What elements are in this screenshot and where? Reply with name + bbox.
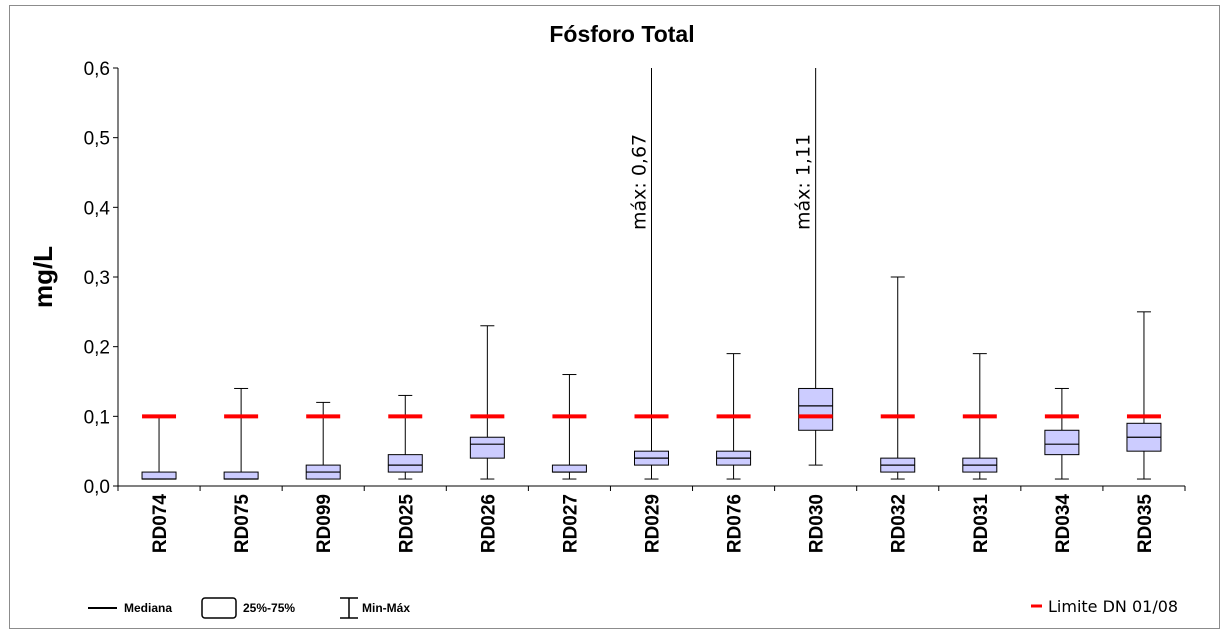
chart-frame: [9, 5, 1220, 629]
box-RD099: [305, 401, 341, 480]
box-RD031: [962, 353, 998, 480]
iqr-box: [141, 471, 177, 480]
box-RD027: [551, 374, 587, 480]
box-RD029: [634, 68, 669, 480]
y-tick-label: 0,6: [84, 59, 110, 80]
x-category-label: RD099: [314, 494, 335, 553]
iqr-box: [1044, 429, 1080, 456]
x-category-label: RD032: [889, 494, 910, 553]
legend-whisker-swatch: [340, 597, 358, 619]
box-RD025: [387, 394, 423, 480]
box-RD026: [469, 325, 505, 480]
box-RD035: [1126, 311, 1162, 480]
legend-box-label: 25%-75%: [243, 601, 295, 615]
x-category-label: RD029: [643, 494, 664, 553]
legend-whisker-label: Min-Máx: [362, 601, 410, 615]
box-RD030: [798, 68, 834, 466]
x-category-label: RD034: [1053, 494, 1074, 554]
box-RD074: [141, 414, 177, 480]
box-RD032: [880, 276, 916, 480]
x-category-label: RD026: [478, 494, 499, 553]
y-tick-label: 0,1: [84, 407, 110, 428]
iqr-box: [551, 464, 587, 473]
x-category-label: RD027: [560, 494, 581, 553]
iqr-box: [469, 436, 505, 459]
legend-median-label: Mediana: [124, 601, 172, 615]
y-axis-label: mg/L: [28, 246, 58, 308]
y-tick-label: 0,0: [84, 477, 110, 498]
x-category-label: RD076: [725, 494, 746, 553]
x-category-label: RD074: [150, 494, 171, 554]
x-category-label: RD030: [807, 494, 828, 553]
x-category-label: RD075: [232, 494, 253, 554]
legend-box-swatch: [201, 597, 237, 619]
y-tick-label: 0,3: [84, 268, 110, 289]
max-annotation: máx: 0,67: [629, 134, 651, 230]
x-category-label: RD031: [971, 494, 992, 554]
legend: Mediana 25%-75% Min-Máx Limite DN 01/08: [88, 597, 1178, 619]
y-tick-label: 0,2: [84, 338, 110, 359]
max-annotation: máx: 1,11: [793, 134, 815, 230]
iqr-box: [798, 387, 834, 431]
x-category-label: RD025: [396, 494, 417, 554]
chart-title: Fósforo Total: [549, 21, 694, 47]
y-tick-label: 0,5: [84, 129, 110, 150]
y-tick-label: 0,4: [84, 198, 111, 219]
box-RD076: [716, 353, 752, 480]
box-RD075: [223, 387, 259, 480]
legend-limit-label: Limite DN 01/08: [1048, 597, 1178, 616]
iqr-box: [387, 454, 423, 473]
box-RD034: [1044, 387, 1080, 480]
x-category-label: RD035: [1135, 494, 1156, 554]
iqr-box: [223, 471, 259, 480]
